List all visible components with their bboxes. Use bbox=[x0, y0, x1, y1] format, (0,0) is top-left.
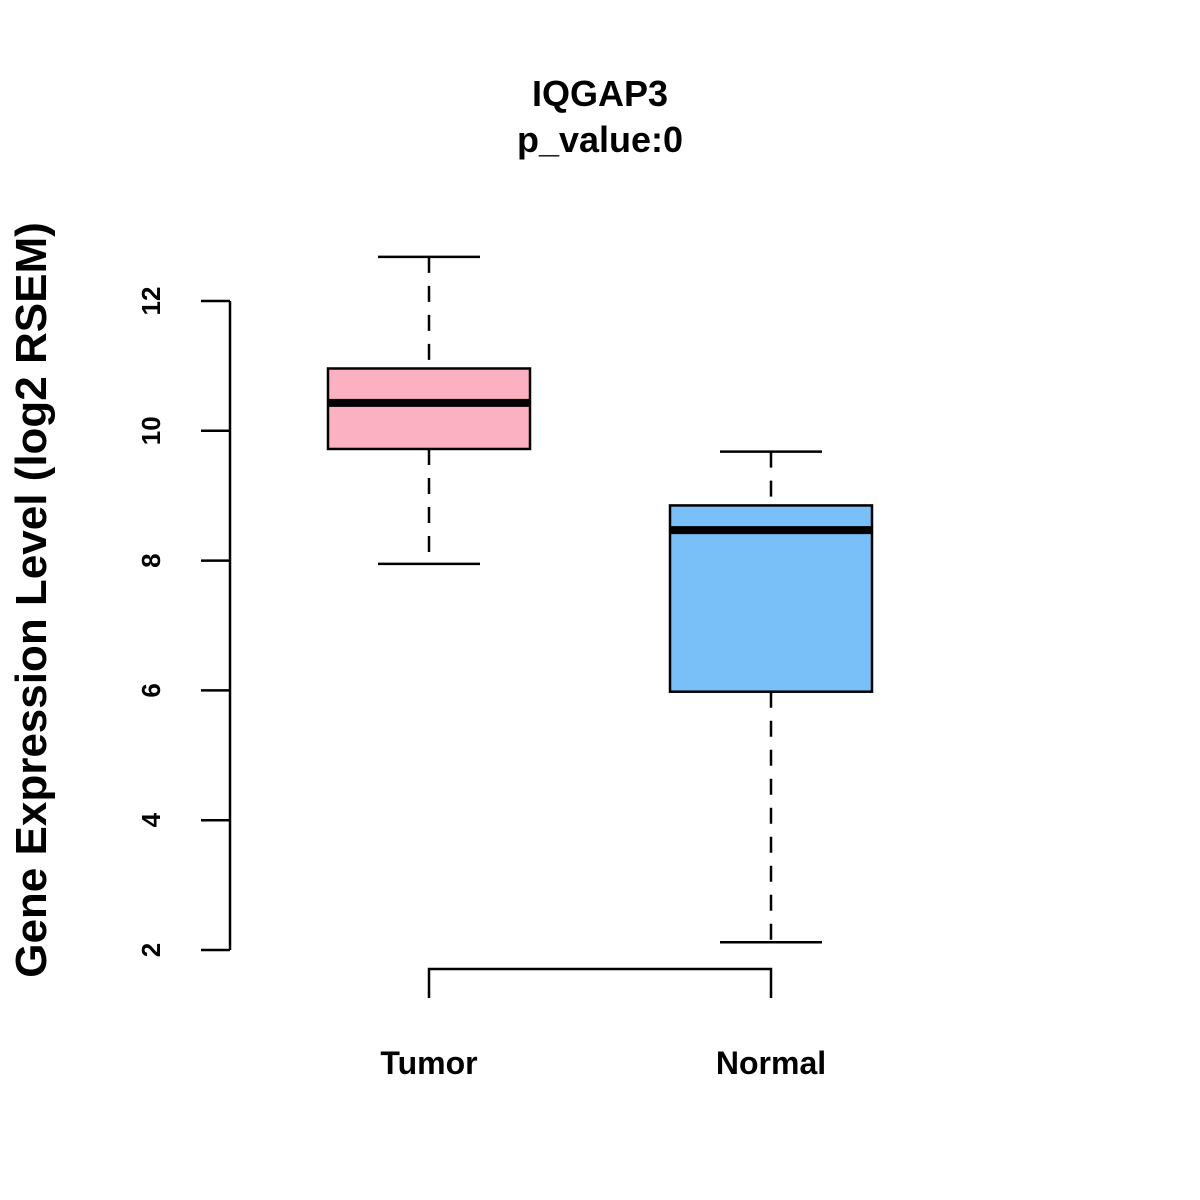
category-labels: Tumor Normal bbox=[380, 1045, 826, 1081]
box-normal bbox=[668, 450, 874, 944]
y-tick-label-6: 6 bbox=[136, 683, 166, 697]
y-tick-label-2: 2 bbox=[136, 943, 166, 957]
y-axis: 2 4 6 8 10 12 bbox=[136, 287, 232, 957]
bracket-line bbox=[427, 967, 773, 998]
box-tumor bbox=[326, 255, 532, 566]
category-label-tumor: Tumor bbox=[380, 1045, 477, 1081]
boxes bbox=[326, 255, 874, 944]
y-tick-label-4: 4 bbox=[136, 812, 166, 827]
comparison-bracket bbox=[427, 967, 773, 998]
y-tick-label-10: 10 bbox=[136, 416, 166, 445]
tumor-iqr-box bbox=[326, 367, 532, 451]
chart-subtitle: p_value:0 bbox=[517, 119, 683, 160]
y-axis-label: Gene Expression Level (log2 RSEM) bbox=[7, 222, 56, 978]
y-tick-label-12: 12 bbox=[136, 287, 166, 316]
normal-iqr-box bbox=[668, 504, 874, 693]
y-tick-label-8: 8 bbox=[136, 553, 166, 567]
category-label-normal: Normal bbox=[716, 1045, 826, 1081]
chart-title: IQGAP3 bbox=[532, 73, 668, 114]
